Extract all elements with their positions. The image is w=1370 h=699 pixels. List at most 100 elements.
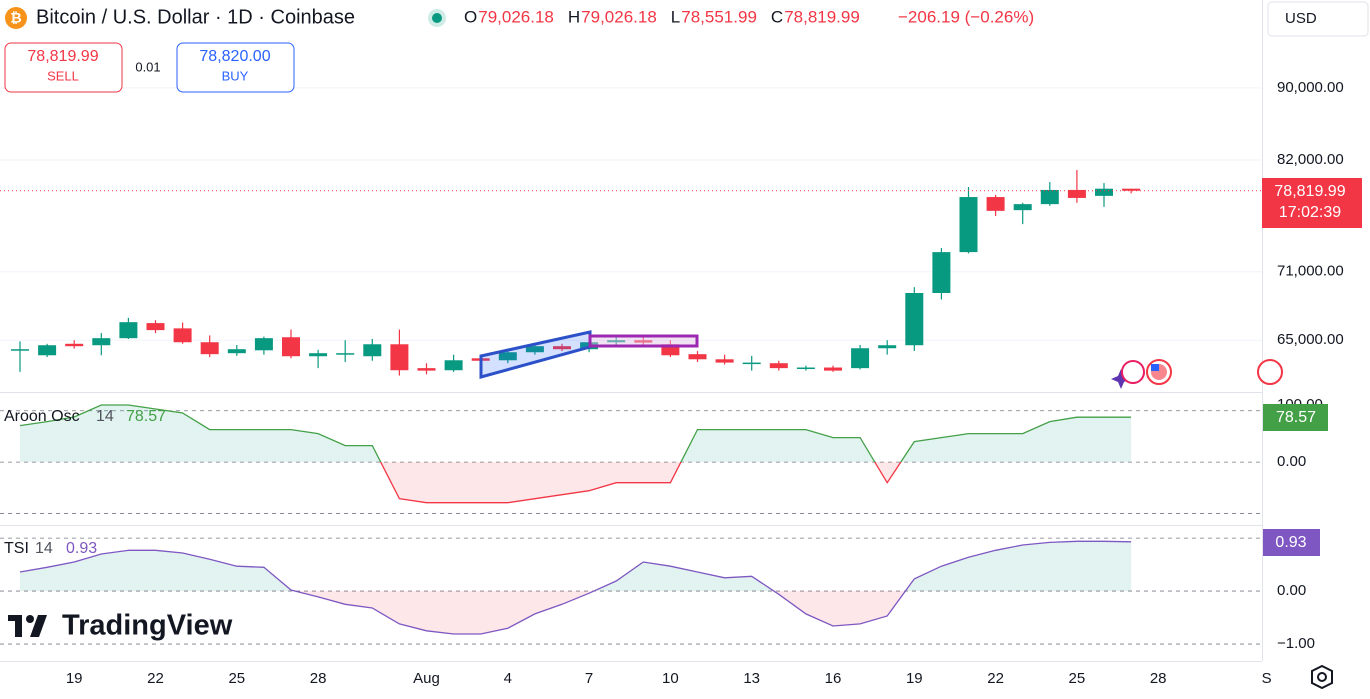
- symbol-title[interactable]: Bitcoin / U.S. Dollar · 1D · Coinbase: [36, 6, 355, 28]
- bitcoin-icon-glyph: ₿: [10, 10, 21, 26]
- candle-body: [796, 367, 815, 370]
- x-tick-label: 28: [310, 670, 327, 687]
- x-tick-label: 16: [825, 670, 842, 687]
- x-tick-label: S: [1262, 670, 1272, 687]
- x-tick-label: 4: [504, 670, 512, 687]
- tsi-legend-value: 0.93: [66, 540, 97, 557]
- aroon-pane: [0, 404, 1262, 514]
- buy-button[interactable]: [176, 42, 295, 93]
- candle-body: [715, 359, 734, 363]
- bitcoin-icon: [5, 7, 27, 29]
- sell-price: 78,819.99: [27, 48, 98, 65]
- candle-body: [444, 360, 463, 371]
- ohlc-value: 78,819.99: [784, 7, 860, 26]
- candle-body: [607, 340, 626, 343]
- x-tick-label: 28: [1150, 670, 1167, 687]
- candle-body: [769, 363, 788, 369]
- x-tick-label: 25: [228, 670, 245, 687]
- candle-body: [363, 344, 382, 357]
- candle-body: [309, 353, 328, 357]
- ohlc-value: 78,551.99: [681, 7, 757, 26]
- candle-body: [959, 197, 978, 253]
- x-tick-label: 10: [662, 670, 679, 687]
- spread: 0.01: [135, 59, 160, 74]
- candle-body: [65, 343, 84, 347]
- ohlc-value: 79,026.18: [478, 7, 554, 26]
- candle-body: [1040, 189, 1059, 205]
- tsi-legend-name[interactable]: TSI: [4, 540, 29, 557]
- y-tick-label: 0.00: [1277, 453, 1306, 470]
- candle-body: [254, 338, 273, 351]
- tradingview-logo-mark: [8, 615, 34, 637]
- indicator-line: [19, 540, 1132, 635]
- candle-body: [390, 344, 409, 371]
- area-fill: [20, 541, 1132, 634]
- candle-body: [905, 293, 924, 346]
- candle-body: [38, 345, 57, 356]
- candle-body: [227, 349, 246, 354]
- candle-body: [200, 342, 219, 355]
- candle-body: [92, 338, 111, 346]
- y-tick-label: 0.00: [1277, 582, 1306, 599]
- change: −206.19 (−0.26%): [898, 7, 1034, 26]
- aroon-legend-length: 14: [96, 408, 114, 425]
- event-icons[interactable]: [1111, 359, 1283, 389]
- candle-body: [11, 349, 29, 351]
- x-tick-label: 22: [147, 670, 164, 687]
- currency: USD: [1285, 10, 1317, 27]
- area-fill: [20, 405, 1132, 503]
- ohlc-legend: O 79,026.18 H 79,026.18 L 78,551.99 C 78,819.99: [464, 7, 860, 26]
- candle-body: [634, 340, 653, 343]
- ohlc-label: O: [464, 7, 477, 26]
- rectangle-drawing[interactable]: [588, 334, 699, 348]
- candle-body: [498, 352, 517, 361]
- x-tick-label: 13: [743, 670, 760, 687]
- x-tick-label: Aug: [413, 670, 440, 687]
- tradingview-logo-text: TradingView: [62, 610, 233, 642]
- settings-icon[interactable]: [1317, 672, 1327, 682]
- candle-body: [417, 368, 436, 371]
- candle-body: [1067, 189, 1086, 198]
- x-tick-label: 25: [1069, 670, 1086, 687]
- candle-body: [824, 367, 842, 371]
- candle-body: [553, 346, 571, 350]
- ohlc-label: C: [771, 7, 783, 26]
- candle-body: [146, 323, 165, 331]
- last-price-badge: [1262, 178, 1362, 228]
- candle-body: [878, 345, 897, 349]
- y-tick-label: 82,000.00: [1277, 151, 1344, 168]
- candle-body: [525, 346, 544, 353]
- market-status-dot[interactable]: [432, 13, 442, 23]
- indicator-line: [19, 404, 1132, 504]
- aroon-legend-name[interactable]: Aroon Osc: [4, 408, 80, 425]
- aroon-value-badge: [1263, 404, 1328, 431]
- y-tick-label: 90,000.00: [1277, 79, 1344, 96]
- candle-body: [173, 328, 192, 343]
- candle-body: [688, 354, 707, 360]
- x-tick-label: 19: [906, 670, 923, 687]
- currency-button[interactable]: [1267, 1, 1369, 37]
- buy-price: 78,820.00: [199, 48, 270, 65]
- buy-label: BUY: [222, 68, 249, 83]
- tsi-pane: [0, 537, 1262, 645]
- sell-button[interactable]: [4, 42, 123, 93]
- candle-body: [1122, 188, 1141, 191]
- candle-body: [986, 197, 1005, 211]
- countdown: 17:02:39: [1279, 204, 1341, 221]
- aroon-axis-value: 78.57: [1276, 409, 1316, 426]
- tsi-axis-value: 0.93: [1275, 534, 1306, 551]
- candle-body: [851, 348, 870, 369]
- x-tick-label: 22: [987, 670, 1004, 687]
- sell-label: SELL: [47, 68, 79, 83]
- candle-body: [1013, 204, 1032, 211]
- y-tick-label: 65,000.00: [1277, 331, 1344, 348]
- candle-body: [282, 337, 300, 357]
- y-tick-label: −1.00: [1277, 635, 1315, 652]
- tsi-legend-length: 14: [35, 540, 53, 557]
- x-tick-label: 19: [66, 670, 83, 687]
- x-tick-label: 7: [585, 670, 593, 687]
- last-price: 78,819.99: [1274, 183, 1345, 200]
- tsi-value-badge: [1263, 529, 1320, 556]
- ohlc-label: H: [568, 7, 580, 26]
